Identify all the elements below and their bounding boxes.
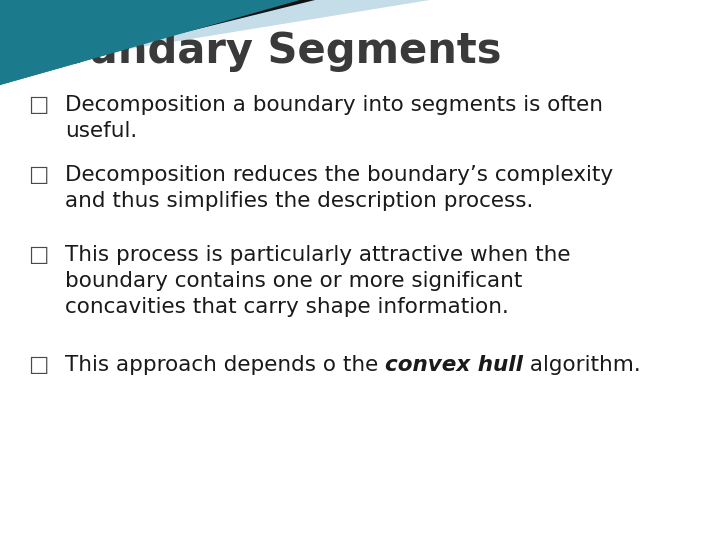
- Text: □: □: [28, 165, 48, 185]
- Text: This process is particularly attractive when the: This process is particularly attractive …: [65, 245, 570, 265]
- Polygon shape: [0, 0, 300, 85]
- Text: boundary contains one or more significant: boundary contains one or more significan…: [65, 271, 523, 291]
- Text: concavities that carry shape information.: concavities that carry shape information…: [65, 297, 509, 317]
- Text: convex hull: convex hull: [385, 355, 523, 375]
- Polygon shape: [0, 0, 430, 70]
- Text: and thus simplifies the description process.: and thus simplifies the description proc…: [65, 191, 534, 211]
- Text: useful.: useful.: [65, 121, 138, 141]
- Text: Decomposition reduces the boundary’s complexity: Decomposition reduces the boundary’s com…: [65, 165, 613, 185]
- Text: □: □: [28, 95, 48, 115]
- Text: □: □: [28, 245, 48, 265]
- Text: Decomposition a boundary into segments is often: Decomposition a boundary into segments i…: [65, 95, 603, 115]
- Text: This approach depends o the: This approach depends o the: [65, 355, 385, 375]
- Text: Boundary Segments: Boundary Segments: [28, 30, 502, 72]
- Text: □: □: [28, 355, 48, 375]
- Text: algorithm.: algorithm.: [523, 355, 641, 375]
- Polygon shape: [0, 0, 315, 78]
- Polygon shape: [0, 0, 300, 85]
